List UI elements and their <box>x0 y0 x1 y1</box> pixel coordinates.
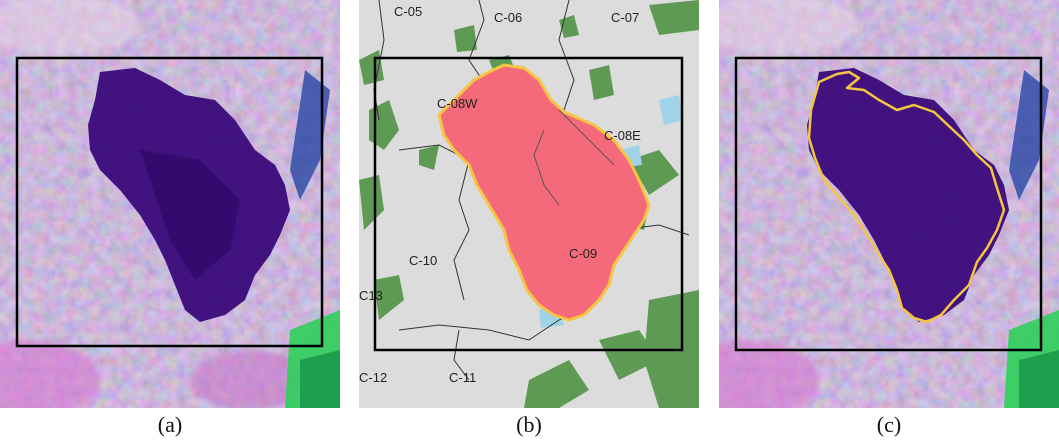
district-label: C-12 <box>359 370 387 385</box>
district-label: C-08E <box>604 128 641 143</box>
study-area-box <box>373 56 684 352</box>
district-label: C-10 <box>409 253 437 268</box>
water-channel <box>290 70 330 200</box>
bright-patch <box>719 0 859 55</box>
district-label: C13 <box>359 288 383 303</box>
green-patch <box>300 350 340 408</box>
district-label: C-08W <box>437 96 478 111</box>
burned-area <box>807 68 1009 322</box>
burned-area-map <box>437 63 651 322</box>
district-label: C-07 <box>611 10 639 25</box>
panel-a-satellite-image <box>0 0 340 408</box>
caption-c: (c) <box>876 412 902 437</box>
magenta-patch <box>190 350 310 408</box>
satellite-image-a <box>0 0 340 408</box>
panel-b-map: C-05 C-06 C-07 C-08W C-08E C-09 C-10 C13… <box>359 0 699 408</box>
satellite-image-c <box>719 0 1059 408</box>
burned-core <box>140 150 240 280</box>
district-label: C-06 <box>494 10 522 25</box>
caption-a: (a) <box>157 412 183 437</box>
panel-c-satellite-outline <box>719 0 1059 408</box>
district-label: C-11 <box>449 370 476 385</box>
water-channel <box>1009 70 1049 200</box>
district-label: C-09 <box>569 246 597 261</box>
magenta-patch <box>719 340 819 408</box>
study-area-box <box>734 56 1043 352</box>
district-map: C-05 C-06 C-07 C-08W C-08E C-09 C-10 C13… <box>359 0 699 408</box>
internal-boundaries <box>533 109 615 206</box>
study-area-box <box>15 56 324 348</box>
magenta-patch <box>0 340 100 408</box>
district-label: C-05 <box>394 4 422 19</box>
green-patch <box>1019 350 1059 408</box>
water-patches <box>539 95 684 328</box>
caption-b: (b) <box>516 412 542 437</box>
bright-patch <box>0 0 140 55</box>
burn-perimeter-outline <box>807 70 1006 324</box>
